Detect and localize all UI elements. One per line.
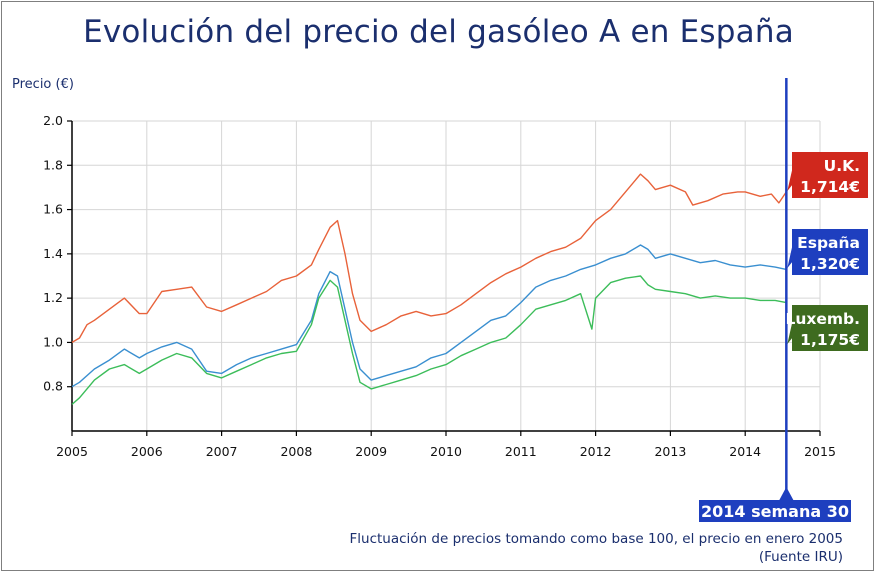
x-tick-label: 2014 [729,444,761,459]
y-tick-label: 2.0 [43,113,63,128]
series-line-luxemb [71,275,787,405]
end-label-pointer [787,319,793,344]
y-tick-label: 1.6 [43,202,63,217]
series-end-labels: U.K. 1,714€ España 1,320€ Luxemb. 1,175€ [785,152,868,351]
x-tick-label: 2010 [430,444,462,459]
x-tick-label: 2005 [56,444,88,459]
x-tick-label: 2007 [206,444,238,459]
x-tick-label: 2013 [654,444,686,459]
marker-label-box [699,500,851,522]
end-label-box [792,152,868,198]
axes: 2005 2006 2007 2008 2009 2010 2011 2012 2013 2014… [43,113,836,459]
x-tick-label: 2006 [131,444,163,459]
end-label-box [792,305,868,351]
series-name-label: U.K. [824,157,860,175]
time-marker: 2014 semana 30 [699,78,851,522]
series-line-uk [71,173,787,344]
series-name-label: Luxemb. [785,310,860,328]
y-tick-label: 0.8 [43,379,63,394]
series-line-espaa [71,244,787,388]
x-tick-label: 2012 [580,444,612,459]
y-axis-label: Precio (€) [12,77,74,92]
y-tick-label: 1.4 [43,246,63,261]
series-value-label: 1,320€ [800,255,860,273]
x-tick-label: 2015 [804,444,836,459]
caption-line-1: Fluctuación de precios tomando como base… [349,531,844,547]
end-label-box [792,229,868,275]
y-tick-label: 1.0 [43,334,63,349]
y-tick-label: 1.8 [43,157,63,172]
y-tick-label: 1.2 [43,290,63,305]
marker-label: 2014 semana 30 [701,502,849,521]
x-tick-label: 2009 [355,444,387,459]
grid-lines [72,120,821,431]
series-name-label: España [797,234,860,252]
end-label-pointer [787,166,793,191]
x-tick-label: 2008 [280,444,312,459]
series-value-label: 1,175€ [800,331,860,349]
end-label-pointer [787,243,793,268]
x-tick-label: 2011 [505,444,537,459]
chart-title: Evolución del precio del gasóleo A en Es… [83,14,794,50]
series-lines [71,173,787,405]
series-value-label: 1,714€ [800,178,860,196]
caption-source: (Fuente IRU) [758,549,843,565]
marker-arrow [779,487,794,500]
